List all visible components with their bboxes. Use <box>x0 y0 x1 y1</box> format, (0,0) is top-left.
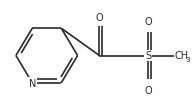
Text: 3: 3 <box>185 56 190 62</box>
Text: O: O <box>96 13 103 23</box>
Text: N: N <box>29 78 36 88</box>
Text: S: S <box>145 51 152 61</box>
Text: CH: CH <box>175 51 189 61</box>
Text: O: O <box>145 16 152 26</box>
Text: O: O <box>145 86 152 96</box>
